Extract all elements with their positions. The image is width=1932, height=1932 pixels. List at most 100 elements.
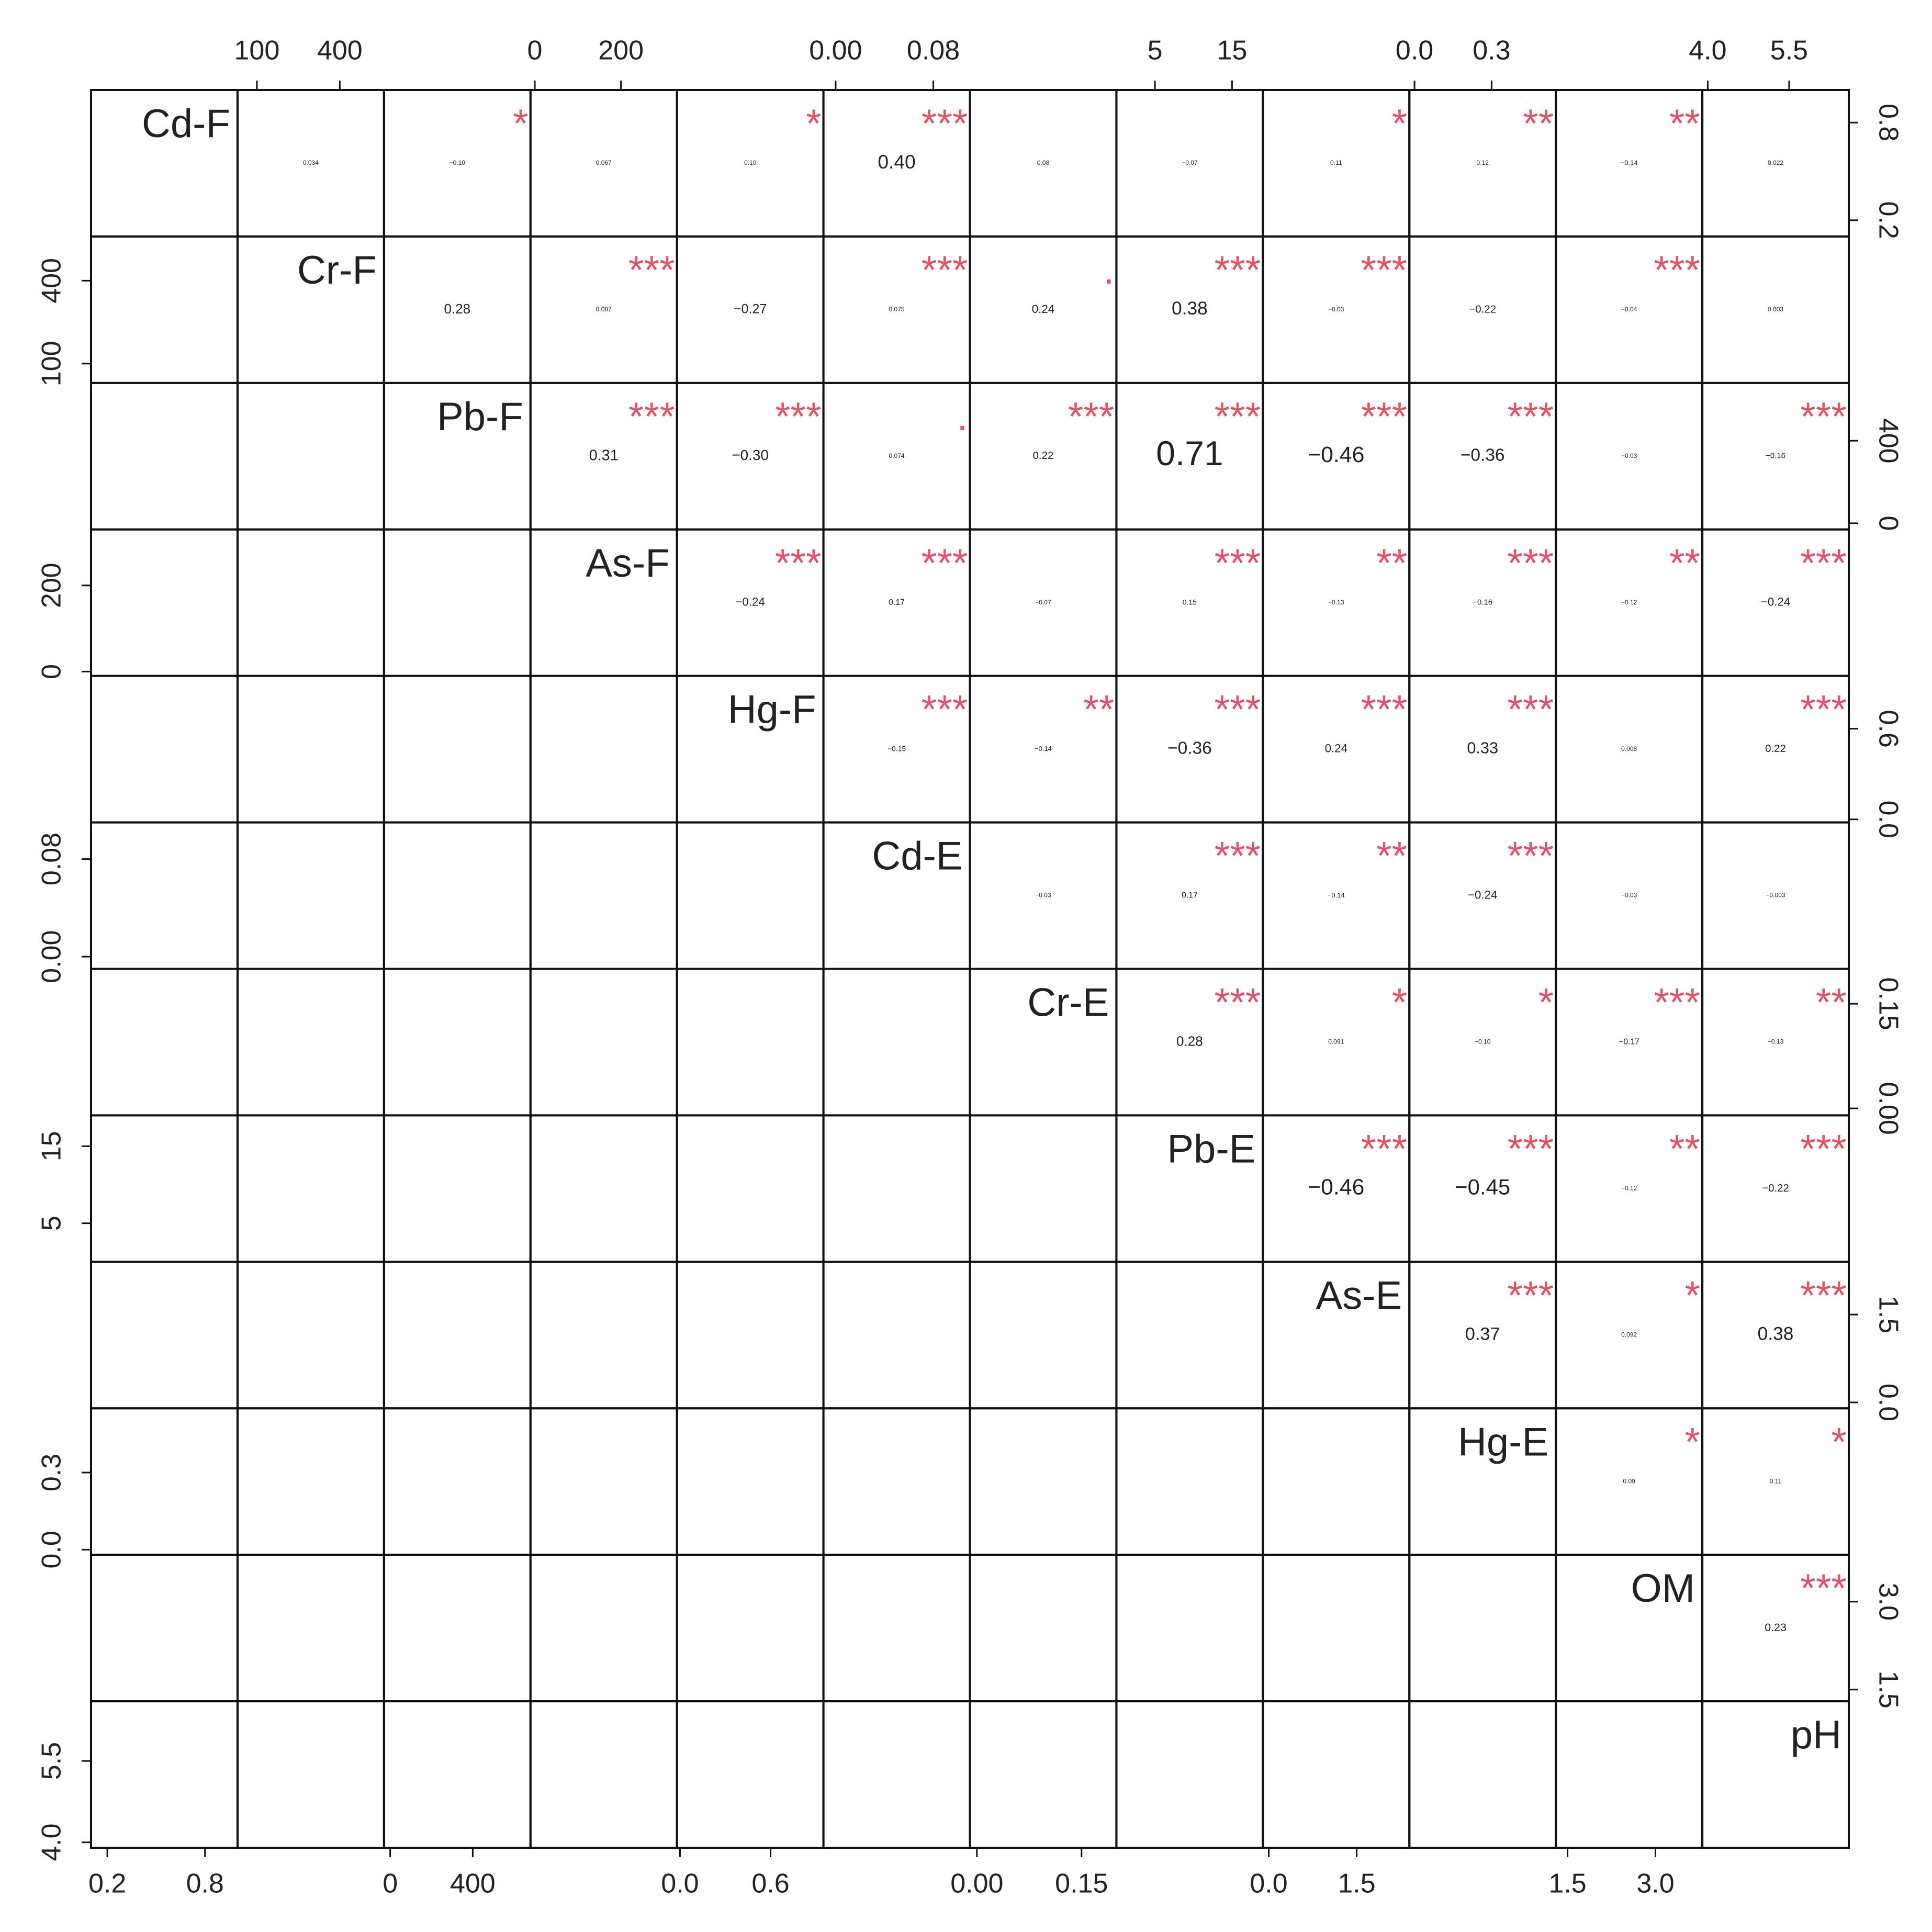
panel [90, 1114, 239, 1263]
panel [236, 1114, 385, 1263]
y-tick-label: 5.5 [37, 1742, 67, 1780]
panel [90, 528, 239, 677]
significance: *** [1068, 395, 1115, 439]
panel [90, 1261, 239, 1410]
panel [1115, 1407, 1264, 1556]
correlation-value: −0.003 [1766, 892, 1785, 899]
panel [236, 1554, 385, 1703]
panel [1115, 1554, 1264, 1703]
panel [529, 1700, 678, 1849]
correlation-value: −0.24 [735, 596, 765, 609]
x-tick-label: 1.5 [1338, 1869, 1375, 1899]
x-tick-label: 0.8 [186, 1869, 224, 1899]
variable-label: Hg-F [728, 688, 816, 732]
significance: *** [1800, 688, 1847, 732]
x-tick-label: 100 [234, 36, 280, 66]
variable-label: Cd-E [872, 834, 962, 879]
significance: *** [1361, 688, 1408, 732]
panel [383, 675, 532, 824]
correlation-value: 0.31 [589, 447, 619, 464]
correlation-value: 0.08 [1037, 159, 1050, 166]
significance: *** [628, 395, 675, 439]
panel [90, 968, 239, 1117]
y-tick-label: 15 [37, 1131, 67, 1161]
correlation-value: −0.36 [1167, 738, 1212, 758]
correlation-value: −0.46 [1308, 442, 1364, 467]
panel [529, 675, 678, 824]
correlation-value: 0.10 [744, 159, 757, 166]
correlation-value: −0.22 [1469, 303, 1496, 315]
panel [383, 821, 532, 970]
panel [529, 1261, 678, 1410]
correlation-value: 0.40 [878, 151, 915, 173]
significance: * [806, 102, 822, 146]
panel [236, 381, 385, 531]
significance: *** [922, 248, 968, 293]
panel [90, 675, 239, 824]
correlation-value: −0.07 [1035, 599, 1051, 606]
y-tick-label: 0.0 [1873, 801, 1903, 838]
x-tick-label: 0.00 [950, 1869, 1003, 1899]
correlation-value: −0.03 [1035, 892, 1051, 899]
panel [1262, 1554, 1411, 1703]
correlation-value: 0.17 [889, 598, 905, 607]
correlation-value: 0.28 [444, 301, 470, 317]
panel [236, 821, 385, 970]
x-tick-label: 3.0 [1636, 1869, 1674, 1899]
y-tick-label: 0.15 [1873, 978, 1903, 1030]
variable-label: As-F [586, 541, 669, 586]
panel [822, 1700, 971, 1849]
correlation-value: −0.24 [1761, 596, 1790, 609]
significance: ** [1376, 541, 1407, 586]
panel [969, 1554, 1118, 1703]
correlation-value: 0.23 [1765, 1621, 1787, 1634]
significance: ** [1669, 102, 1700, 146]
variable-label: As-E [1316, 1273, 1402, 1318]
y-tick-label: 0.8 [1873, 104, 1903, 141]
variable-label: Pb-F [437, 395, 523, 439]
panel [383, 1407, 532, 1556]
panel [969, 1261, 1118, 1410]
panel [383, 968, 532, 1117]
variable-label: Pb-E [1167, 1127, 1255, 1171]
correlation-value: 0.008 [1621, 745, 1637, 752]
panel [90, 381, 239, 531]
panel [1262, 1407, 1411, 1556]
y-tick-label: 0.0 [37, 1531, 67, 1568]
x-tick-label: 4.0 [1689, 36, 1726, 66]
panel [676, 1700, 825, 1849]
significance: *** [1507, 1273, 1554, 1318]
significance: . [957, 395, 968, 439]
significance: *** [1215, 395, 1261, 439]
panel [236, 1700, 385, 1849]
correlation-value: 0.38 [1758, 1324, 1794, 1344]
correlation-value: 0.17 [1182, 891, 1198, 900]
panel [1701, 1700, 1850, 1849]
significance: ** [1083, 688, 1114, 732]
x-tick-label: 0 [527, 36, 543, 66]
x-tick-label: 0.0 [1250, 1869, 1287, 1899]
panel [1262, 1700, 1411, 1849]
x-tick-label: 5.5 [1770, 36, 1808, 66]
significance: *** [1361, 1127, 1408, 1171]
correlation-value: −0.13 [1768, 1038, 1784, 1046]
correlation-value: −0.14 [1035, 745, 1052, 752]
panel [1555, 1700, 1704, 1849]
correlation-value: 0.067 [596, 159, 612, 166]
correlation-value: −0.14 [1328, 891, 1345, 899]
panel [969, 1700, 1118, 1849]
x-tick-label: 0.00 [809, 36, 862, 66]
y-tick-label: 100 [37, 341, 67, 386]
panel [1408, 1700, 1557, 1849]
variable-label: pH [1791, 1713, 1841, 1757]
x-tick-label: 0.3 [1473, 36, 1510, 66]
y-tick-label: 0 [37, 664, 67, 679]
y-tick-label: 1.5 [1873, 1296, 1903, 1333]
correlation-value: 0.33 [1467, 739, 1498, 757]
correlation-value: 0.15 [1183, 598, 1197, 606]
correlation-value: 0.22 [1765, 743, 1786, 755]
variable-label: Cd-F [142, 102, 230, 146]
x-tick-label: 15 [1217, 36, 1247, 66]
x-tick-label: 0 [383, 1869, 398, 1899]
